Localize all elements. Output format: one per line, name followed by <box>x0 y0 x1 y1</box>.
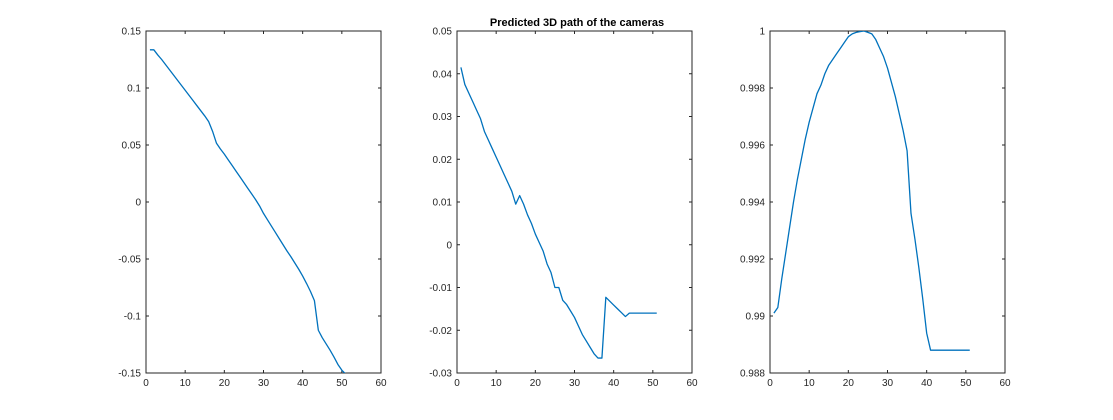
x-tick-label: 30 <box>569 378 581 389</box>
y-tick-label: 0.02 <box>433 155 453 166</box>
y-tick-label: 0 <box>446 240 452 251</box>
x-tick-label: 20 <box>843 378 855 389</box>
x-tick-label: 40 <box>921 378 933 389</box>
subplot-1: 0 10 20 30 40 50 60 -0.15 -0.1 -0.05 0 0.05 0.1 0.15 <box>118 27 387 390</box>
x-tick-label: 20 <box>530 378 542 389</box>
x-tick-label: 50 <box>960 378 972 389</box>
series-line <box>773 31 970 351</box>
y-tick-label: 0.15 <box>122 27 142 38</box>
series-line <box>460 67 657 359</box>
y-tick-label: 0.05 <box>122 141 142 152</box>
figure-title: Predicted 3D path of the cameras <box>490 17 664 29</box>
x-tick-label: 0 <box>767 378 773 389</box>
y-tick-label: 0.99 <box>746 312 766 323</box>
y-tick-label: 0.04 <box>433 69 453 80</box>
y-tick-label: 0.05 <box>433 27 453 38</box>
x-tick-label: 10 <box>180 378 192 389</box>
y-tick-label: -0.03 <box>429 369 452 380</box>
y-tick-label: 0.988 <box>740 369 765 380</box>
y-tick-label: -0.15 <box>118 369 141 380</box>
x-tick-label: 60 <box>375 378 387 389</box>
x-tick-label: 60 <box>686 378 698 389</box>
x-tick-label: 20 <box>219 378 231 389</box>
axes-box <box>456 30 693 374</box>
subplot-3: 0 10 20 30 40 50 60 0.988 0.99 0.992 0.994 0.996 0.9… <box>740 27 1011 390</box>
x-tick-label: 30 <box>882 378 894 389</box>
x-tick-label: 50 <box>336 378 348 389</box>
y-tick-label: 0.998 <box>740 84 765 95</box>
y-tick-label: 0.1 <box>127 84 141 95</box>
subplots-group: 0 10 20 30 40 50 60-0.15-0.1-0.0500.050.10.150… <box>118 27 1011 390</box>
x-tick-label: 0 <box>454 378 460 389</box>
y-tick-label: 0.03 <box>433 112 453 123</box>
x-tick-label: 30 <box>258 378 270 389</box>
x-tick-label: 0 <box>143 378 149 389</box>
y-tick-label: 1 <box>759 27 765 38</box>
axes-box <box>769 30 1006 374</box>
y-tick-label: -0.05 <box>118 255 141 266</box>
y-tick-label: 0.01 <box>433 198 453 209</box>
x-tick-label: 60 <box>999 378 1011 389</box>
y-tick-label: -0.01 <box>429 283 452 294</box>
y-tick-label: 0 <box>135 198 141 209</box>
x-tick-label: 10 <box>491 378 503 389</box>
y-tick-label: -0.02 <box>429 326 452 337</box>
y-tick-label: 0.992 <box>740 255 765 266</box>
x-tick-label: 40 <box>608 378 620 389</box>
y-tick-label: 0.996 <box>740 141 765 152</box>
series-line <box>149 49 346 373</box>
x-tick-label: 50 <box>647 378 659 389</box>
y-tick-label: 0.994 <box>740 198 765 209</box>
x-tick-label: 40 <box>297 378 309 389</box>
subplot-2: 0 10 20 30 40 50 60 -0.03 -0.02 -0.01 0 0.01 0.02 0.0… <box>429 27 698 390</box>
axes-box <box>145 30 382 374</box>
x-tick-label: 10 <box>804 378 816 389</box>
y-tick-label: -0.1 <box>124 312 142 323</box>
